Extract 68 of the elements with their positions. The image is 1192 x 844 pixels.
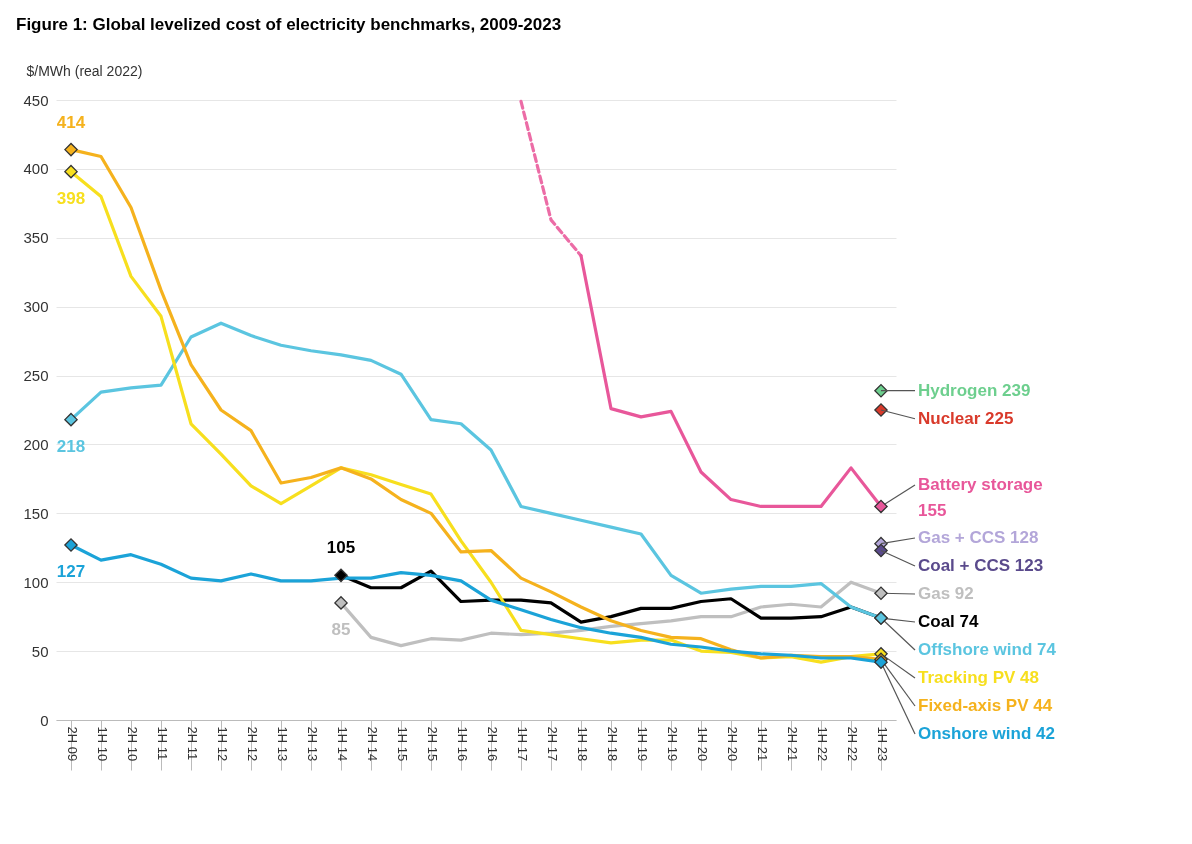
point bbox=[64, 164, 78, 179]
text: Gas 92 bbox=[918, 584, 974, 603]
x-tick-label: 1H 15 bbox=[394, 726, 410, 762]
y-tick-label: 250 bbox=[23, 367, 49, 385]
point bbox=[64, 412, 78, 427]
data-label: 127 bbox=[56, 562, 86, 582]
y-tick-label: 50 bbox=[31, 642, 49, 660]
point bbox=[64, 142, 78, 157]
point bbox=[64, 538, 78, 552]
y-axis-title: $/MWh (real 2022) bbox=[26, 62, 143, 79]
data-label: 414 bbox=[56, 112, 86, 132]
point bbox=[334, 596, 348, 610]
x-tick-label: 1H 20 bbox=[694, 726, 710, 762]
x-tick-label: 1H 10 bbox=[94, 726, 110, 762]
x-tick-label: 2H 21 bbox=[784, 726, 800, 762]
x-tick-label: 2H 10 bbox=[124, 726, 140, 762]
text: Gas + CCS 128 bbox=[918, 528, 1039, 547]
point bbox=[334, 568, 348, 583]
y-tick-label: 200 bbox=[23, 435, 49, 453]
x-tick-label: 1H 18 bbox=[574, 726, 590, 762]
point bbox=[874, 543, 888, 558]
text: Offshore wind 74 bbox=[918, 640, 1056, 659]
point bbox=[874, 586, 888, 601]
y-tick-label: 300 bbox=[23, 298, 49, 316]
y-tick-label: 350 bbox=[23, 229, 49, 247]
x-tick-label: 2H 18 bbox=[604, 726, 620, 762]
text: Onshore wind 42 bbox=[918, 724, 1055, 743]
data-label: 218 bbox=[56, 436, 86, 456]
y-tick-label: 100 bbox=[23, 573, 49, 591]
text: Hydrogen 239 bbox=[918, 380, 1031, 400]
point bbox=[874, 499, 888, 514]
y-tick-label: 0 bbox=[40, 711, 49, 729]
chart-title: Figure 1: Global levelized cost of electricity benchmarks, 2009-2023 bbox=[16, 15, 562, 34]
text: Nuclear 225 bbox=[918, 408, 1014, 428]
x-tick-label: 1H 13 bbox=[274, 726, 290, 762]
data-label: 85 bbox=[331, 619, 351, 639]
x-tick-label: 2H 12 bbox=[244, 726, 260, 762]
data-label: 155 bbox=[918, 501, 947, 520]
text: Coal + CCS 123 bbox=[918, 556, 1044, 575]
x-tick-label: 1H 12 bbox=[214, 726, 230, 762]
x-tick-label: 1H 11 bbox=[154, 726, 170, 761]
x-tick-label: 2H 09 bbox=[64, 726, 80, 762]
text: Tracking PV 48 bbox=[918, 668, 1039, 687]
x-tick-label: 1H 17 bbox=[514, 726, 530, 762]
x-tick-label: 1H 21 bbox=[754, 726, 770, 762]
x-tick-label: 2H 13 bbox=[304, 726, 320, 762]
x-tick-label: 2H 11 bbox=[184, 726, 200, 761]
y-tick-label: 450 bbox=[23, 91, 49, 109]
x-tick-label: 1H 14 bbox=[334, 726, 350, 762]
x-tick-label: 1H 23 bbox=[874, 726, 890, 762]
y-tick-label: 150 bbox=[23, 504, 49, 522]
x-tick-label: 2H 20 bbox=[724, 726, 740, 762]
x-tick-label: 2H 15 bbox=[424, 726, 440, 762]
text: Fixed-axis PV 44 bbox=[918, 696, 1053, 715]
x-tick-label: 2H 22 bbox=[844, 726, 860, 762]
x-tick-label: 2H 16 bbox=[484, 726, 500, 762]
x-tick-label: 2H 17 bbox=[544, 726, 560, 762]
series-label: Battery storage bbox=[918, 475, 1043, 494]
x-tick-label: 1H 16 bbox=[454, 726, 470, 762]
data-label: 398 bbox=[56, 188, 86, 208]
x-tick-label: 1H 19 bbox=[634, 726, 650, 762]
point bbox=[874, 383, 888, 398]
x-tick-label: 2H 19 bbox=[664, 726, 680, 762]
text: Coal 74 bbox=[918, 612, 979, 631]
y-tick-label: 400 bbox=[23, 160, 49, 178]
data-label: 105 bbox=[326, 538, 356, 558]
x-tick-label: 1H 22 bbox=[814, 726, 830, 762]
x-tick-label: 2H 14 bbox=[364, 726, 380, 762]
